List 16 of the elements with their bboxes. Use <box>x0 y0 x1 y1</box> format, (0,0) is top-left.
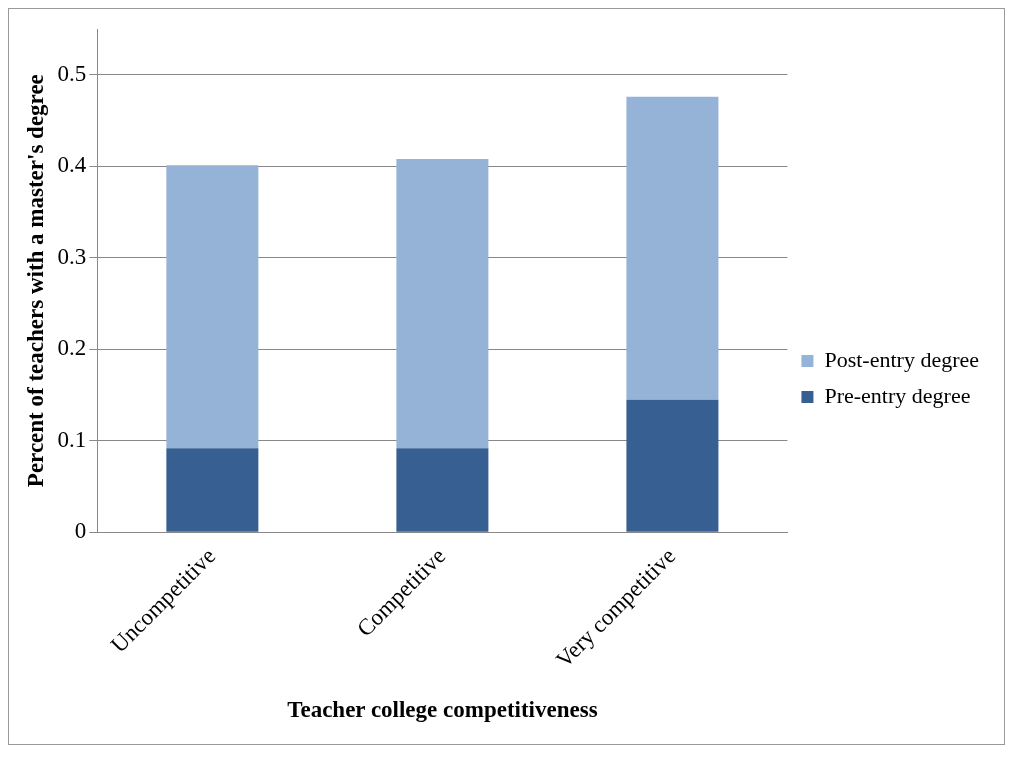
y-axis-title: Percent of teachers with a master's degree <box>22 74 48 488</box>
x-axis-title: Teacher college competitiveness <box>287 697 598 723</box>
bar <box>396 448 489 532</box>
legend-label: Pre-entry degree <box>824 382 971 408</box>
y-tick-label: 0.2 <box>57 335 87 361</box>
bar <box>396 158 489 449</box>
bar <box>166 448 259 532</box>
y-tick-label: 0.3 <box>57 243 87 269</box>
bar <box>626 96 719 400</box>
y-tick-label: 0.5 <box>57 60 87 86</box>
legend-label: Post-entry degree <box>824 346 979 372</box>
y-tick-label: 0.4 <box>57 152 87 178</box>
bar <box>166 165 259 449</box>
bar <box>626 399 719 532</box>
y-tick-label: 0 <box>74 518 87 544</box>
y-tick-label: 0.1 <box>57 426 87 452</box>
